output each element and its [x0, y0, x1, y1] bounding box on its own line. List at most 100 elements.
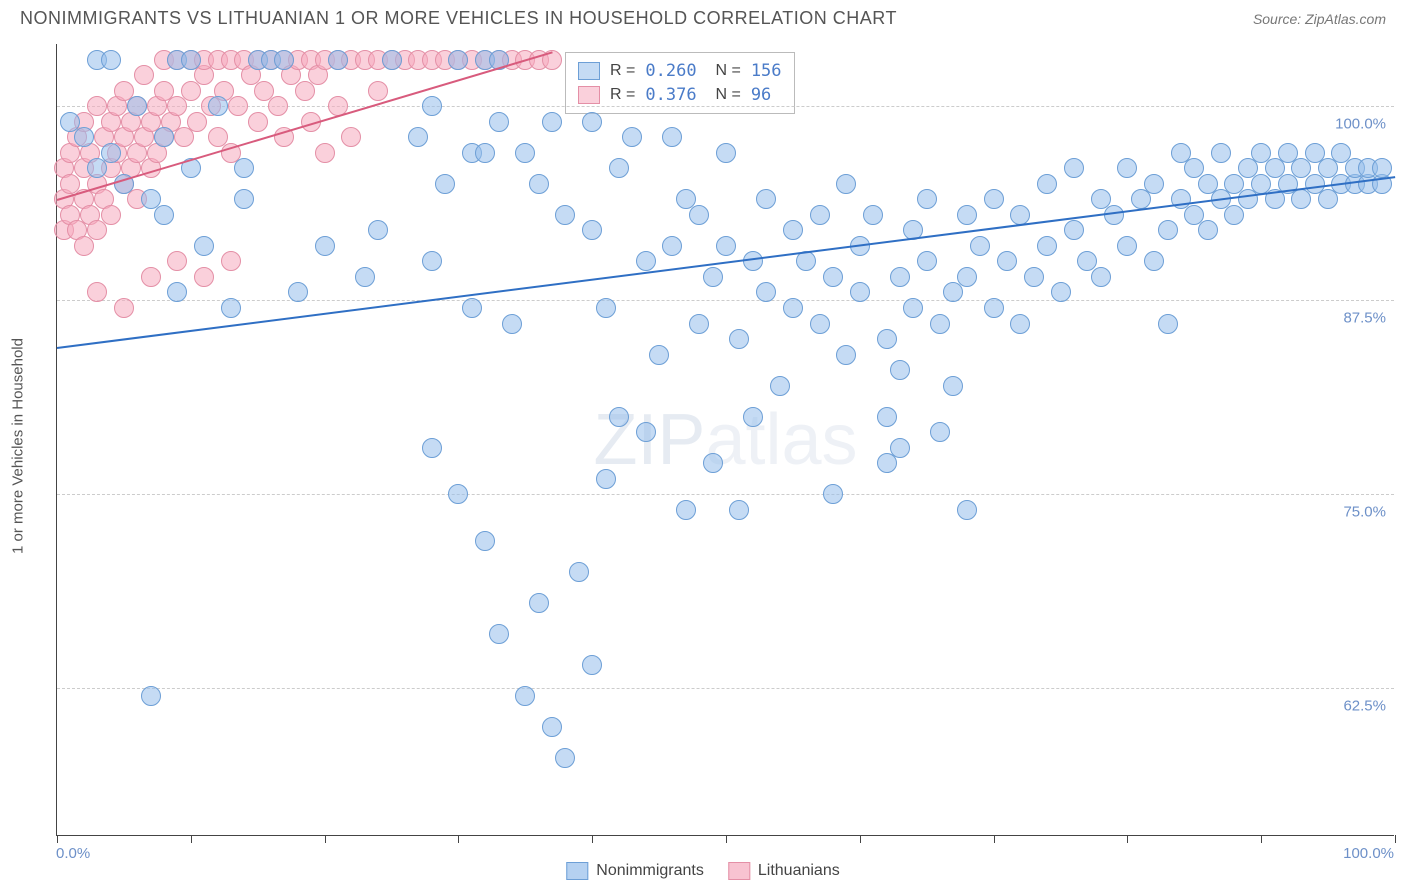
point-nonimmigrants: [689, 205, 709, 225]
point-nonimmigrants: [542, 112, 562, 132]
point-nonimmigrants: [903, 298, 923, 318]
watermark-b: atlas: [705, 400, 857, 480]
point-nonimmigrants: [208, 96, 228, 116]
x-tick: [1395, 835, 1396, 843]
point-nonimmigrants: [783, 220, 803, 240]
point-nonimmigrants: [890, 267, 910, 287]
point-nonimmigrants: [1064, 220, 1084, 240]
point-nonimmigrants: [422, 438, 442, 458]
point-nonimmigrants: [596, 469, 616, 489]
point-nonimmigrants: [1144, 174, 1164, 194]
point-nonimmigrants: [328, 50, 348, 70]
point-nonimmigrants: [957, 205, 977, 225]
point-nonimmigrants: [435, 174, 455, 194]
point-lithuanians: [194, 267, 214, 287]
point-lithuanians: [114, 298, 134, 318]
point-nonimmigrants: [997, 251, 1017, 271]
point-nonimmigrants: [810, 205, 830, 225]
point-lithuanians: [187, 112, 207, 132]
watermark: ZIPatlas: [593, 399, 857, 481]
x-tick: [1127, 835, 1128, 843]
point-nonimmigrants: [422, 96, 442, 116]
point-nonimmigrants: [970, 236, 990, 256]
stats-r-label: R =: [610, 62, 635, 80]
y-tick-label: 100.0%: [1331, 116, 1390, 133]
stats-box: R = 0.260 N = 156R = 0.376 N = 96: [565, 52, 794, 114]
point-nonimmigrants: [917, 189, 937, 209]
point-nonimmigrants: [943, 282, 963, 302]
point-nonimmigrants: [448, 50, 468, 70]
stats-row: R = 0.260 N = 156: [578, 59, 781, 83]
stats-n-label: N =: [707, 86, 741, 104]
point-nonimmigrants: [1037, 174, 1057, 194]
point-nonimmigrants: [355, 267, 375, 287]
point-nonimmigrants: [636, 422, 656, 442]
point-nonimmigrants: [87, 158, 107, 178]
point-nonimmigrants: [1010, 314, 1030, 334]
point-lithuanians: [167, 251, 187, 271]
point-nonimmigrants: [529, 593, 549, 613]
point-nonimmigrants: [957, 267, 977, 287]
point-nonimmigrants: [756, 189, 776, 209]
point-nonimmigrants: [850, 282, 870, 302]
y-tick-label: 87.5%: [1339, 310, 1390, 327]
point-lithuanians: [295, 81, 315, 101]
point-nonimmigrants: [890, 438, 910, 458]
point-nonimmigrants: [555, 205, 575, 225]
point-nonimmigrants: [448, 484, 468, 504]
point-nonimmigrants: [1117, 236, 1137, 256]
point-lithuanians: [174, 127, 194, 147]
plot-area: ZIPatlas R = 0.260 N = 156R = 0.376 N = …: [56, 44, 1394, 836]
point-nonimmigrants: [1091, 267, 1111, 287]
point-nonimmigrants: [1198, 220, 1218, 240]
point-nonimmigrants: [703, 267, 723, 287]
point-nonimmigrants: [636, 251, 656, 271]
point-lithuanians: [134, 65, 154, 85]
point-nonimmigrants: [729, 500, 749, 520]
x-tick: [592, 835, 593, 843]
point-nonimmigrants: [890, 360, 910, 380]
point-nonimmigrants: [917, 251, 937, 271]
point-nonimmigrants: [957, 500, 977, 520]
point-nonimmigrants: [288, 282, 308, 302]
point-nonimmigrants: [984, 298, 1004, 318]
point-nonimmigrants: [716, 236, 736, 256]
point-nonimmigrants: [596, 298, 616, 318]
point-nonimmigrants: [422, 251, 442, 271]
legend-swatch: [728, 862, 750, 880]
point-lithuanians: [87, 282, 107, 302]
point-nonimmigrants: [1144, 251, 1164, 271]
point-nonimmigrants: [101, 143, 121, 163]
point-nonimmigrants: [662, 127, 682, 147]
x-tick: [458, 835, 459, 843]
point-nonimmigrants: [1037, 236, 1057, 256]
bottom-legend: NonimmigrantsLithuanians: [566, 862, 839, 880]
point-nonimmigrants: [609, 407, 629, 427]
point-lithuanians: [167, 96, 187, 116]
point-nonimmigrants: [1318, 189, 1338, 209]
point-nonimmigrants: [515, 686, 535, 706]
point-nonimmigrants: [1158, 220, 1178, 240]
point-nonimmigrants: [689, 314, 709, 334]
point-lithuanians: [87, 220, 107, 240]
stats-r-value: 0.376: [645, 85, 696, 105]
point-nonimmigrants: [1051, 282, 1071, 302]
source-label: Source: ZipAtlas.com: [1253, 11, 1386, 27]
point-nonimmigrants: [234, 189, 254, 209]
point-nonimmigrants: [1238, 189, 1258, 209]
point-nonimmigrants: [703, 453, 723, 473]
gridline-h: [57, 688, 1394, 689]
point-nonimmigrants: [1224, 205, 1244, 225]
point-nonimmigrants: [1024, 267, 1044, 287]
point-nonimmigrants: [167, 282, 187, 302]
point-nonimmigrants: [127, 96, 147, 116]
point-nonimmigrants: [489, 112, 509, 132]
point-lithuanians: [74, 236, 94, 256]
point-nonimmigrants: [408, 127, 428, 147]
point-nonimmigrants: [221, 298, 241, 318]
point-lithuanians: [248, 112, 268, 132]
point-nonimmigrants: [836, 174, 856, 194]
point-lithuanians: [141, 267, 161, 287]
gridline-h: [57, 106, 1394, 107]
point-nonimmigrants: [743, 407, 763, 427]
